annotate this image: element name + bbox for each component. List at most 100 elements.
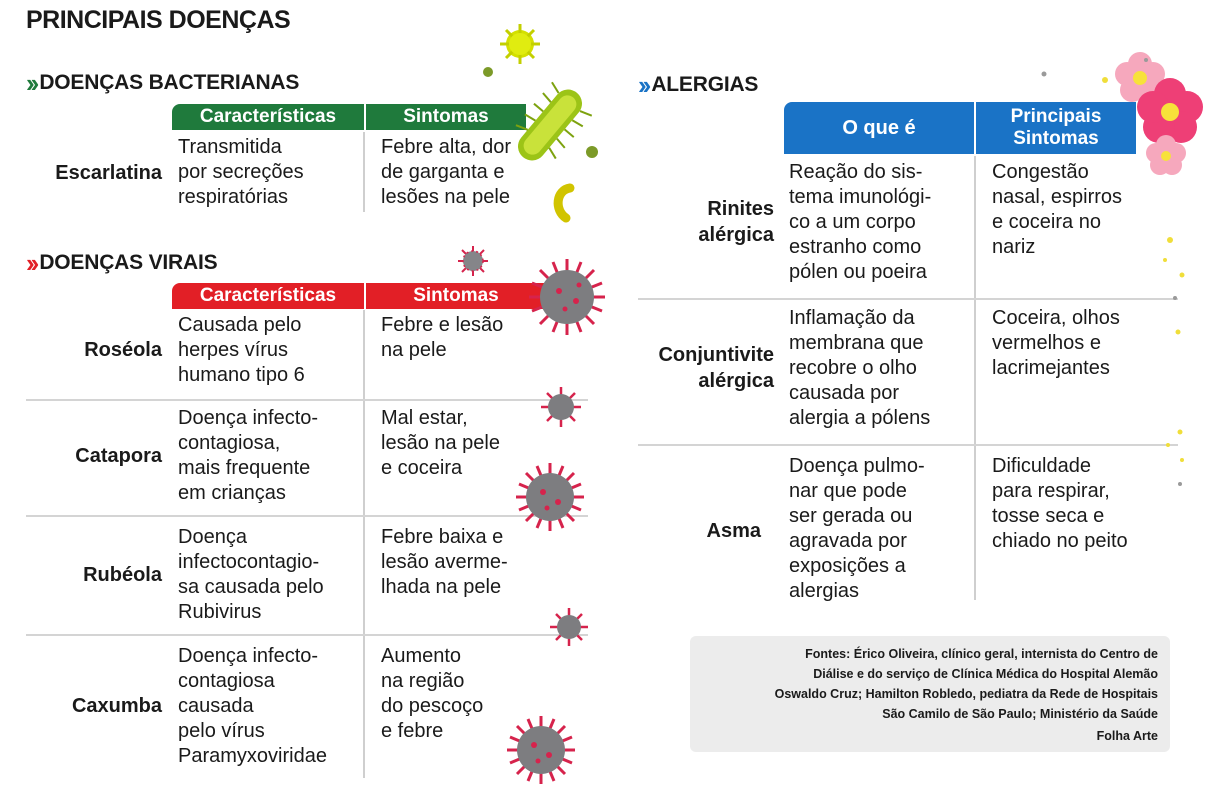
text-line: Congestão [992, 161, 1089, 183]
row-name-caxumba: Caxumba [71, 695, 162, 717]
text-line: mais frequente [178, 457, 311, 479]
text-line: Asma [706, 520, 761, 542]
text-line: do pescoço [381, 695, 484, 717]
row-name-roseola: Roséola [84, 339, 162, 361]
text-line: Doença infecto- [178, 407, 319, 429]
escarlatina-characteristics: Transmitida por secreções respiratórias [178, 135, 304, 210]
text-line: pelo vírus [178, 720, 265, 742]
text-line: agravada por [789, 530, 907, 552]
column-divider [974, 156, 976, 600]
conjuntivite-what: Inflamação da membrana que recobre o olh… [789, 306, 930, 431]
text-line: Conjuntivite [658, 344, 774, 366]
source-line: Diálise e do serviço de Clínica Médica d… [813, 667, 1158, 681]
row-name-catapora: Catapora [75, 445, 162, 467]
row-divider [638, 444, 1178, 446]
text-line: ser gerada ou [789, 505, 913, 527]
text-line: de garganta e [381, 161, 505, 183]
text-line: Reação do sis- [789, 161, 923, 183]
page-title: PRINCIPAIS DOENÇAS [26, 6, 291, 34]
text-line: infectocontagio- [178, 551, 320, 573]
text-line: para respirar, [992, 480, 1110, 502]
text-line: Febre e lesão [381, 314, 504, 336]
text-line: Coceira, olhos [992, 307, 1120, 329]
chevron-double-right-icon: ›› [638, 70, 651, 100]
catapora-symptoms: Mal estar, lesão na pele e coceira [381, 406, 500, 481]
text-line: lesões na pele [381, 186, 510, 208]
text-line: e coceira no [992, 211, 1101, 233]
bacteria-icon [483, 24, 598, 223]
text-line: herpes vírus [178, 339, 289, 361]
text-line: contagiosa [178, 670, 275, 692]
text-line: vermelhos e [992, 332, 1101, 354]
rinites-symptoms: Congestão nasal, espirros e coceira no n… [992, 160, 1122, 260]
bacterial-section-title: ›› DOENÇAS BACTERIANAS [26, 70, 299, 96]
text-line: na região [381, 670, 465, 692]
source-line: São Camilo de São Paulo; Ministério da S… [882, 707, 1158, 721]
text-line: Aumento [381, 645, 462, 667]
row-divider [26, 634, 588, 636]
text-line: tema imunológi- [789, 186, 932, 208]
text-line: recobre o olho [789, 357, 917, 379]
text-line: Mal estar, [381, 407, 468, 429]
text-line: lacrimejantes [992, 357, 1110, 379]
rubeola-characteristics: Doença infectocontagio- sa causada pelo … [178, 525, 324, 625]
text-line: causada por [789, 382, 900, 404]
allergies-section-title: ›› ALERGIAS [638, 72, 758, 98]
roseola-characteristics: Causada pelo herpes vírus humano tipo 6 [178, 313, 305, 388]
bacterial-header-symptoms: Sintomas [366, 104, 526, 130]
viral-title-text: DOENÇAS VIRAIS [39, 251, 218, 274]
source-line: Fontes: Érico Oliveira, clínico geral, i… [805, 647, 1158, 661]
text-line: Dificuldade [992, 455, 1091, 477]
text-line: Transmitida [178, 136, 282, 158]
catapora-characteristics: Doença infecto- contagiosa, mais frequen… [178, 406, 318, 506]
viral-section-title: ›› DOENÇAS VIRAIS [26, 250, 218, 276]
viral-header-characteristics: Características [172, 283, 364, 309]
text-line: membrana que [789, 332, 924, 354]
row-divider [638, 298, 1178, 300]
source-line: Oswaldo Cruz; Hamilton Robledo, pediatra… [774, 687, 1158, 701]
text-line: lhada na pele [381, 576, 502, 598]
text-line: Rubivirus [178, 601, 262, 623]
text-line: humano tipo 6 [178, 364, 305, 386]
text-line: chiado no peito [992, 530, 1128, 552]
asma-what: Doença pulmo- nar que pode ser gerada ou… [789, 454, 925, 604]
text-line: nar que pode [789, 480, 907, 502]
text-line: tosse seca e [992, 505, 1105, 527]
text-line: Doença infecto- [178, 645, 319, 667]
text-line: Rinites [707, 198, 774, 220]
asma-symptoms: Dificuldade para respirar, tosse seca e … [992, 454, 1128, 554]
text-line: nariz [992, 236, 1036, 258]
row-divider [26, 515, 588, 517]
text-line: estranho como [789, 236, 922, 258]
text-line: exposições a [789, 555, 906, 577]
column-divider [363, 310, 365, 778]
row-name-rubeola: Rubéola [83, 564, 162, 586]
text-line: lesão averme- [381, 551, 508, 573]
text-line: sa causada pelo [178, 576, 324, 598]
text-line: Febre baixa e [381, 526, 504, 548]
allergies-header-what: O que é [784, 102, 974, 154]
allergies-title-text: ALERGIAS [651, 73, 759, 96]
allergies-header-symptoms: Principais Sintomas [976, 102, 1136, 154]
text-line: alérgica [698, 370, 774, 392]
text-line: em crianças [178, 482, 286, 504]
viral-header-symptoms: Sintomas [366, 283, 546, 309]
row-name-conjuntivite: Conjuntivite alérgica [620, 342, 774, 394]
flower-icon [1115, 52, 1203, 175]
text-line: nasal, espirros [992, 186, 1123, 208]
text-line: co a um corpo [789, 211, 916, 233]
text-line: alergia a pólens [789, 407, 931, 429]
bacterial-header-characteristics: Características [172, 104, 364, 130]
row-name-asma: Asma [620, 518, 761, 544]
text-line: Causada pelo [178, 314, 302, 336]
text-line: respiratórias [178, 186, 289, 208]
virus-icon [458, 246, 605, 784]
sources-box: Fontes: Érico Oliveira, clínico geral, i… [690, 636, 1170, 752]
text-line: Doença [178, 526, 247, 548]
conjuntivite-symptoms: Coceira, olhos vermelhos e lacrimejantes [992, 306, 1120, 381]
rubeola-symptoms: Febre baixa e lesão averme- lhada na pel… [381, 525, 508, 600]
escarlatina-symptoms: Febre alta, dor de garganta e lesões na … [381, 135, 511, 210]
text-line: Doença pulmo- [789, 455, 925, 477]
bacterial-title-text: DOENÇAS BACTERIANAS [39, 71, 300, 94]
text-line: por secreções [178, 161, 304, 183]
